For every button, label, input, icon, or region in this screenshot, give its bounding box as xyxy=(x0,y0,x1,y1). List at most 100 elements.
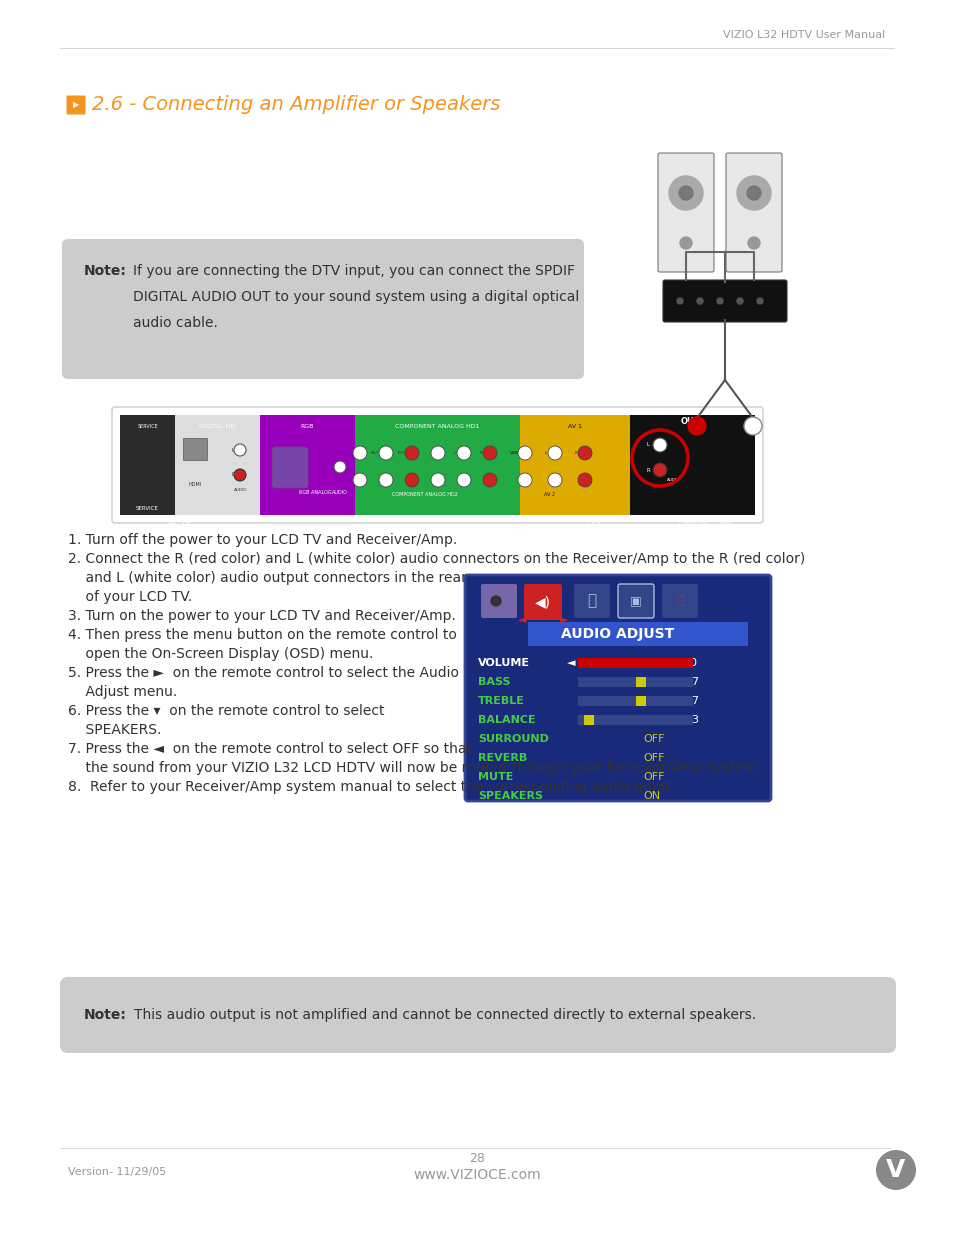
Text: ON: ON xyxy=(642,790,659,802)
FancyBboxPatch shape xyxy=(62,240,583,379)
Text: ◄: ◄ xyxy=(517,615,526,625)
Bar xyxy=(578,677,692,687)
Text: If you are connecting the DTV input, you can connect the SPDIF: If you are connecting the DTV input, you… xyxy=(132,264,575,278)
Bar xyxy=(527,622,747,646)
Circle shape xyxy=(482,446,497,459)
Circle shape xyxy=(547,446,561,459)
Text: 3: 3 xyxy=(690,715,698,725)
Bar xyxy=(120,415,754,515)
Text: L: L xyxy=(646,442,649,447)
Circle shape xyxy=(233,445,246,456)
Text: DIGITAL HD: DIGITAL HD xyxy=(199,425,235,430)
Circle shape xyxy=(743,417,761,435)
Bar xyxy=(578,658,692,668)
Text: 7: 7 xyxy=(690,677,698,687)
Circle shape xyxy=(378,446,393,459)
Circle shape xyxy=(737,298,742,304)
Text: TREBLE: TREBLE xyxy=(477,697,524,706)
Text: OUT: OUT xyxy=(679,417,700,426)
Text: 3. Turn on the power to your LCD TV and Receiver/Amp.: 3. Turn on the power to your LCD TV and … xyxy=(68,609,456,622)
Circle shape xyxy=(679,237,691,249)
Text: V: V xyxy=(885,1158,904,1182)
Text: BASS: BASS xyxy=(477,677,510,687)
Circle shape xyxy=(334,461,346,473)
Circle shape xyxy=(517,473,532,487)
Bar xyxy=(120,415,174,515)
Bar xyxy=(578,715,692,725)
Circle shape xyxy=(687,417,705,435)
Text: MUTE: MUTE xyxy=(477,772,513,782)
Circle shape xyxy=(353,446,367,459)
Text: and L (white color) audio output connectors in the rear: and L (white color) audio output connect… xyxy=(68,571,466,585)
Text: VIZIO L32 HDTV User Manual: VIZIO L32 HDTV User Manual xyxy=(722,30,884,40)
Text: AV 1: AV 1 xyxy=(567,425,581,430)
Bar xyxy=(636,677,645,687)
Text: RGB: RGB xyxy=(300,425,314,430)
Circle shape xyxy=(668,177,702,210)
Text: ▶: ▶ xyxy=(72,100,79,110)
Text: L: L xyxy=(454,451,456,454)
Circle shape xyxy=(677,298,682,304)
Text: OFF: OFF xyxy=(642,734,664,743)
Bar xyxy=(260,415,355,515)
FancyBboxPatch shape xyxy=(662,280,786,322)
Circle shape xyxy=(547,473,561,487)
Text: 6. Press the ▾  on the remote control to select: 6. Press the ▾ on the remote control to … xyxy=(68,704,384,718)
Bar xyxy=(584,715,594,725)
Text: OFF: OFF xyxy=(642,772,664,782)
Bar xyxy=(519,415,629,515)
FancyBboxPatch shape xyxy=(574,584,609,618)
Text: ►: ► xyxy=(559,615,568,625)
FancyBboxPatch shape xyxy=(725,153,781,272)
Bar xyxy=(578,697,692,706)
Circle shape xyxy=(378,473,393,487)
Text: 2.6 - Connecting an Amplifier or Speakers: 2.6 - Connecting an Amplifier or Speaker… xyxy=(91,95,500,114)
Circle shape xyxy=(578,446,592,459)
Text: Digital ANT. / Cable: Digital ANT. / Cable xyxy=(678,520,731,526)
Text: 28: 28 xyxy=(469,1151,484,1165)
Circle shape xyxy=(405,446,418,459)
Text: 5. Press the ►  on the remote control to select the Audio: 5. Press the ► on the remote control to … xyxy=(68,666,458,680)
FancyBboxPatch shape xyxy=(60,977,895,1053)
Text: AUDIO: AUDIO xyxy=(234,488,248,492)
Ellipse shape xyxy=(875,1150,915,1191)
Text: R: R xyxy=(574,451,577,454)
FancyBboxPatch shape xyxy=(618,584,654,618)
Bar xyxy=(578,658,692,668)
Text: Pb/Cb: Pb/Cb xyxy=(371,451,382,454)
Text: This audio output is not amplified and cannot be connected directly to external : This audio output is not amplified and c… xyxy=(133,1008,756,1023)
Text: AUDIO: AUDIO xyxy=(332,490,348,495)
Circle shape xyxy=(746,186,760,200)
Text: 2. Connect the R (red color) and L (white color) audio connectors on the Receive: 2. Connect the R (red color) and L (whit… xyxy=(68,552,804,566)
Text: Note:: Note: xyxy=(84,264,127,278)
FancyBboxPatch shape xyxy=(658,153,713,272)
FancyBboxPatch shape xyxy=(112,408,762,522)
Text: the sound from your VIZIO L32 LCD HDTV will now be routed through your Receiver/: the sound from your VIZIO L32 LCD HDTV w… xyxy=(68,761,760,776)
Text: L: L xyxy=(544,451,547,454)
FancyBboxPatch shape xyxy=(480,584,517,618)
Bar xyxy=(183,438,207,459)
Text: R: R xyxy=(479,451,482,454)
Circle shape xyxy=(697,298,702,304)
Circle shape xyxy=(482,473,497,487)
Text: SURROUND: SURROUND xyxy=(477,734,548,743)
Text: COMPONENT ANALOG HD1: COMPONENT ANALOG HD1 xyxy=(395,425,479,430)
Text: OFF: OFF xyxy=(642,753,664,763)
Text: ▣: ▣ xyxy=(630,594,641,608)
FancyBboxPatch shape xyxy=(272,447,308,488)
Text: of your LCD TV.: of your LCD TV. xyxy=(68,590,193,604)
Circle shape xyxy=(757,298,762,304)
Text: L: L xyxy=(232,447,234,452)
Text: audio cable.: audio cable. xyxy=(132,316,217,330)
FancyBboxPatch shape xyxy=(464,576,770,802)
Bar xyxy=(355,415,519,515)
Circle shape xyxy=(737,177,770,210)
Circle shape xyxy=(717,298,722,304)
Text: Note:: Note: xyxy=(84,1008,127,1023)
Bar xyxy=(471,579,764,621)
Text: HDMI: HDMI xyxy=(188,483,201,488)
Circle shape xyxy=(431,473,444,487)
Text: 🔧: 🔧 xyxy=(676,594,683,608)
Circle shape xyxy=(456,473,471,487)
Circle shape xyxy=(491,597,500,606)
